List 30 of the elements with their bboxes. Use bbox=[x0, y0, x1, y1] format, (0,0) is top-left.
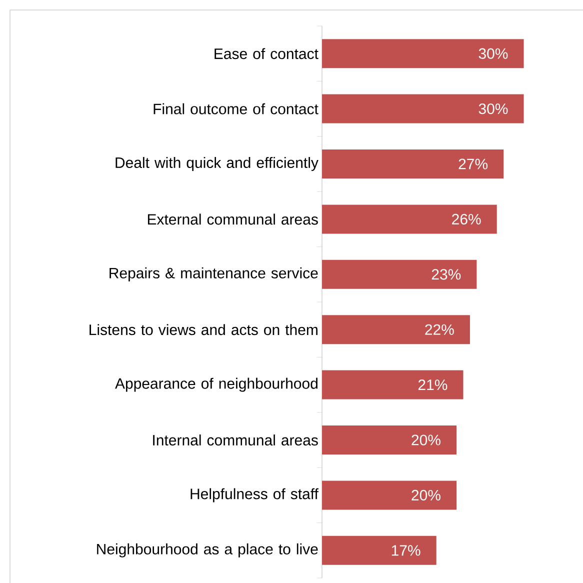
y-tick-label: External communal areas bbox=[148, 214, 318, 225]
y-tick-label: Dealt with quick and efficiently bbox=[116, 156, 318, 171]
y-tick-label: Appearance of neighbourhood bbox=[115, 378, 318, 392]
bar bbox=[322, 315, 470, 344]
data-label: 27% bbox=[458, 158, 488, 170]
bar bbox=[322, 94, 524, 124]
bar bbox=[322, 39, 524, 68]
data-label: 30% bbox=[478, 48, 508, 59]
bar bbox=[322, 426, 457, 454]
data-label: 17% bbox=[392, 545, 420, 556]
bar bbox=[322, 536, 436, 565]
y-tick-label: Final outcome of contact bbox=[154, 103, 318, 114]
y-tick-label: Listens to views and acts on them bbox=[90, 324, 318, 336]
data-label: 20% bbox=[412, 434, 440, 446]
y-tick-label: Repairs & maintenance service bbox=[110, 267, 318, 282]
data-label: 23% bbox=[432, 269, 461, 280]
bar bbox=[322, 149, 504, 178]
bar bbox=[322, 370, 464, 400]
y-tick-label: Helpfulness of staff bbox=[190, 488, 318, 502]
bar bbox=[322, 480, 457, 510]
data-label: 20% bbox=[412, 490, 440, 501]
y-tick-label: Neighbourhood as a place to live bbox=[97, 543, 318, 558]
y-tick-label: Ease of contact bbox=[214, 48, 318, 60]
data-label: 21% bbox=[418, 380, 448, 390]
data-label: 30% bbox=[478, 103, 508, 114]
y-tick-label: Internal communal areas bbox=[153, 434, 318, 446]
data-label: 26% bbox=[452, 214, 481, 224]
data-label: 22% bbox=[425, 324, 454, 335]
bar bbox=[322, 260, 477, 289]
bar bbox=[322, 204, 497, 234]
